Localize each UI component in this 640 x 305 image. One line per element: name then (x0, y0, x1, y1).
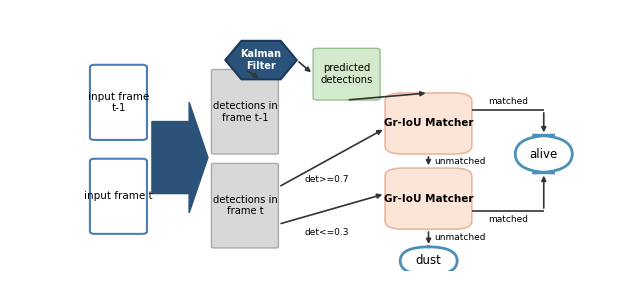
Text: detections in
frame t: detections in frame t (212, 195, 277, 217)
Text: dust: dust (416, 254, 442, 267)
Text: input frame t: input frame t (84, 191, 153, 201)
FancyBboxPatch shape (90, 159, 147, 234)
Text: det>=0.7: det>=0.7 (305, 174, 349, 184)
FancyBboxPatch shape (385, 93, 472, 154)
FancyBboxPatch shape (313, 48, 380, 100)
FancyBboxPatch shape (515, 135, 572, 173)
Text: Kalman
Filter: Kalman Filter (241, 49, 282, 71)
Text: unmatched: unmatched (435, 234, 486, 242)
FancyBboxPatch shape (211, 70, 278, 154)
FancyBboxPatch shape (385, 168, 472, 229)
Text: det<=0.3: det<=0.3 (305, 228, 349, 237)
Polygon shape (225, 41, 297, 79)
Text: input frame
t-1: input frame t-1 (88, 92, 149, 113)
FancyBboxPatch shape (400, 247, 457, 275)
FancyBboxPatch shape (90, 65, 147, 140)
Text: matched: matched (488, 215, 528, 224)
Text: alive: alive (530, 148, 558, 160)
Text: Gr-IoU Matcher: Gr-IoU Matcher (384, 119, 473, 128)
Text: Gr-IoU Matcher: Gr-IoU Matcher (384, 194, 473, 204)
Polygon shape (152, 102, 208, 213)
Text: detections in
frame t-1: detections in frame t-1 (212, 101, 277, 123)
Text: matched: matched (488, 97, 528, 106)
Text: predicted
detections: predicted detections (321, 63, 372, 85)
FancyBboxPatch shape (211, 163, 278, 248)
Text: unmatched: unmatched (435, 156, 486, 166)
